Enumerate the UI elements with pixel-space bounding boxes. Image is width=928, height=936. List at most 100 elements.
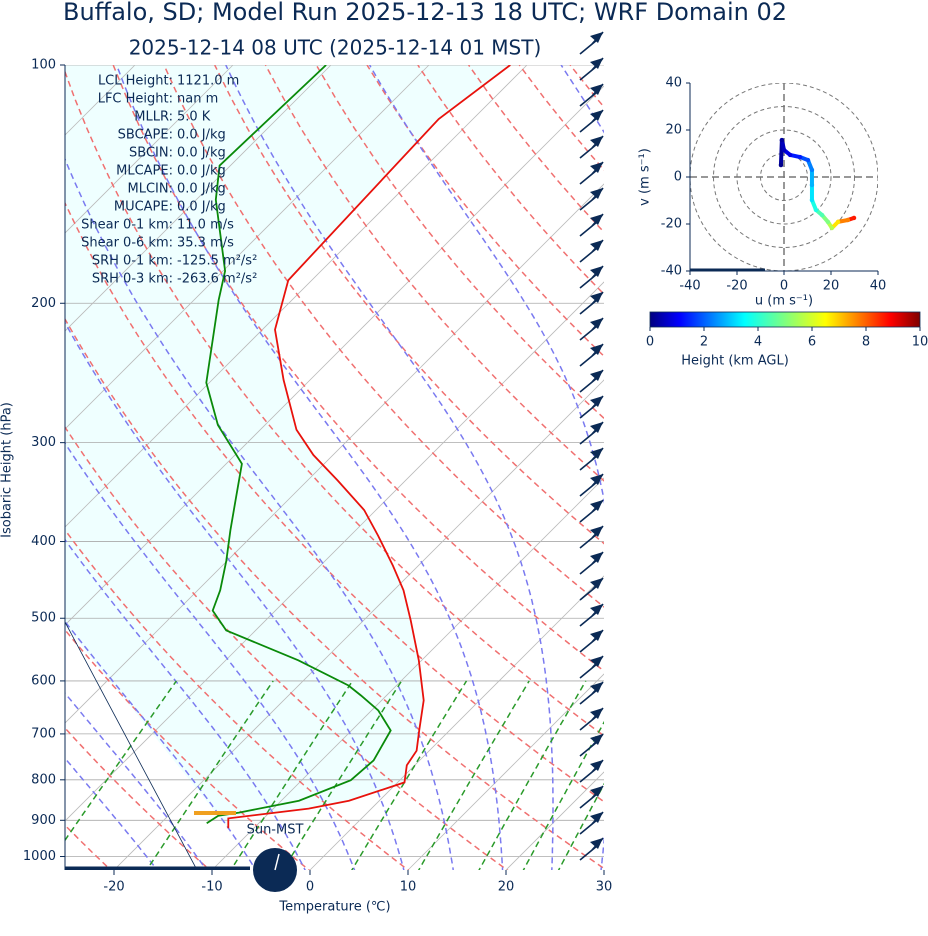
barb-flag [590,708,603,719]
barb-flag [590,838,603,849]
wind-barb [579,551,604,575]
x-tick-label: -10 [201,880,222,895]
isotherm [309,575,604,870]
profile-line [227,65,511,829]
hodo-plot [690,83,878,271]
barb-flag [590,266,603,277]
barb-flag [590,318,603,329]
info-label: MUCAPE: [114,200,173,215]
y-tick-label: -20 [661,217,682,232]
barb-flag [590,292,603,303]
moist-adiabat [65,157,454,870]
mixing-ratio [522,720,604,870]
moist-adiabat [115,65,504,870]
wind-barb [579,447,604,471]
wind-barb [579,343,604,367]
y-tick-label: 900 [31,813,56,828]
dry-adiabat [65,425,509,870]
y-tick-label: 1000 [23,849,56,864]
wind-barb [579,369,604,393]
profile-line [205,65,392,825]
shading [65,65,511,829]
wind-barb [579,109,604,133]
y-tick-label: 400 [31,534,56,549]
y-tick-label: 300 [31,435,56,450]
y-axis-label: Isobaric Height (hPa) [0,402,15,538]
info-label: LCL Height: [98,74,173,89]
y-tick-label: 600 [31,673,56,688]
dry-adiabat [65,317,604,870]
colorbar-tick-label: 10 [912,335,928,350]
hodo-point [797,154,803,160]
hodo-point [781,147,787,153]
colorbar-tick-label: 0 [646,335,654,350]
dry-adiabat [65,528,410,870]
barb-flag [590,578,603,589]
colorbar [649,311,921,328]
hodo-point [805,157,811,163]
isotherm [65,65,332,332]
mixing-ratio [417,680,530,870]
isotherm [65,281,604,822]
hodo-point [787,152,793,158]
moist-adiabat [65,620,257,870]
wind-barb [579,161,604,185]
info-value: nan m [177,92,218,107]
barb-flag [590,682,603,693]
colorbar-tick-label: 8 [862,335,870,350]
dry-adiabat [65,628,311,870]
barb-flag [590,630,603,641]
info-label: MLLR: [134,110,173,125]
wind-barb [579,187,604,211]
dry-adiabat [824,65,928,873]
wind-barb [579,291,604,315]
x-axis-label: Temperature (℃) [278,900,390,915]
barb-flag [590,344,603,355]
barb-flag [590,760,603,771]
info-value: 1121.0 m [177,74,239,89]
wind-barb [579,655,604,679]
wind-barb [579,629,604,653]
dry-adiabat [65,69,604,737]
y-axis-label: v (m s⁻¹) [638,148,653,206]
y-tick-label: -40 [661,264,682,279]
isotherm [65,65,528,528]
barb-flag [590,84,603,95]
moist-adiabat [65,321,405,870]
barb-flag [590,32,603,43]
colorbar-label: Height (km AGL) [681,354,789,369]
wind-barb [579,473,604,497]
wind-barb [579,733,604,757]
wind-barb [579,395,604,419]
info-value: 35.3 m/s [177,236,234,251]
dry-adiabat [65,726,211,870]
wind-barb [579,499,604,523]
barb-flag [590,240,603,251]
dry-adiabat [773,65,928,873]
mixing-ratio [557,782,604,870]
wind-barb [579,785,604,809]
y-tick-label: 500 [31,611,56,626]
x-tick-label: 20 [498,880,515,895]
info-label: Shear 0-6 km: [81,236,173,251]
x-tick-label: 20 [823,279,840,294]
barb-flag [590,422,603,433]
hodo-point [779,137,785,143]
info-label: SRH 0-1 km: [92,254,173,269]
x-axis-label: u (m s⁻¹) [755,294,813,309]
x-tick-label: -20 [726,279,747,294]
barb-flag [590,812,603,823]
barb-flag [590,656,603,667]
colorbar-tick-label: 4 [754,335,762,350]
y-tick-label: 100 [31,58,56,73]
wind-barb [579,707,604,731]
wind-barb [579,421,604,445]
barb-flag [590,552,603,563]
wind-barb [579,265,604,289]
y-tick-label: 40 [665,76,682,91]
y-tick-label: 700 [31,726,56,741]
isotherm [603,869,604,870]
info-value: 0.0 J/kg [177,182,226,197]
wind-barb [579,83,604,107]
skewt-axes: 100 200 300 400 500 600 700 800 900 1000 -20 -10 0 10… [23,31,612,895]
